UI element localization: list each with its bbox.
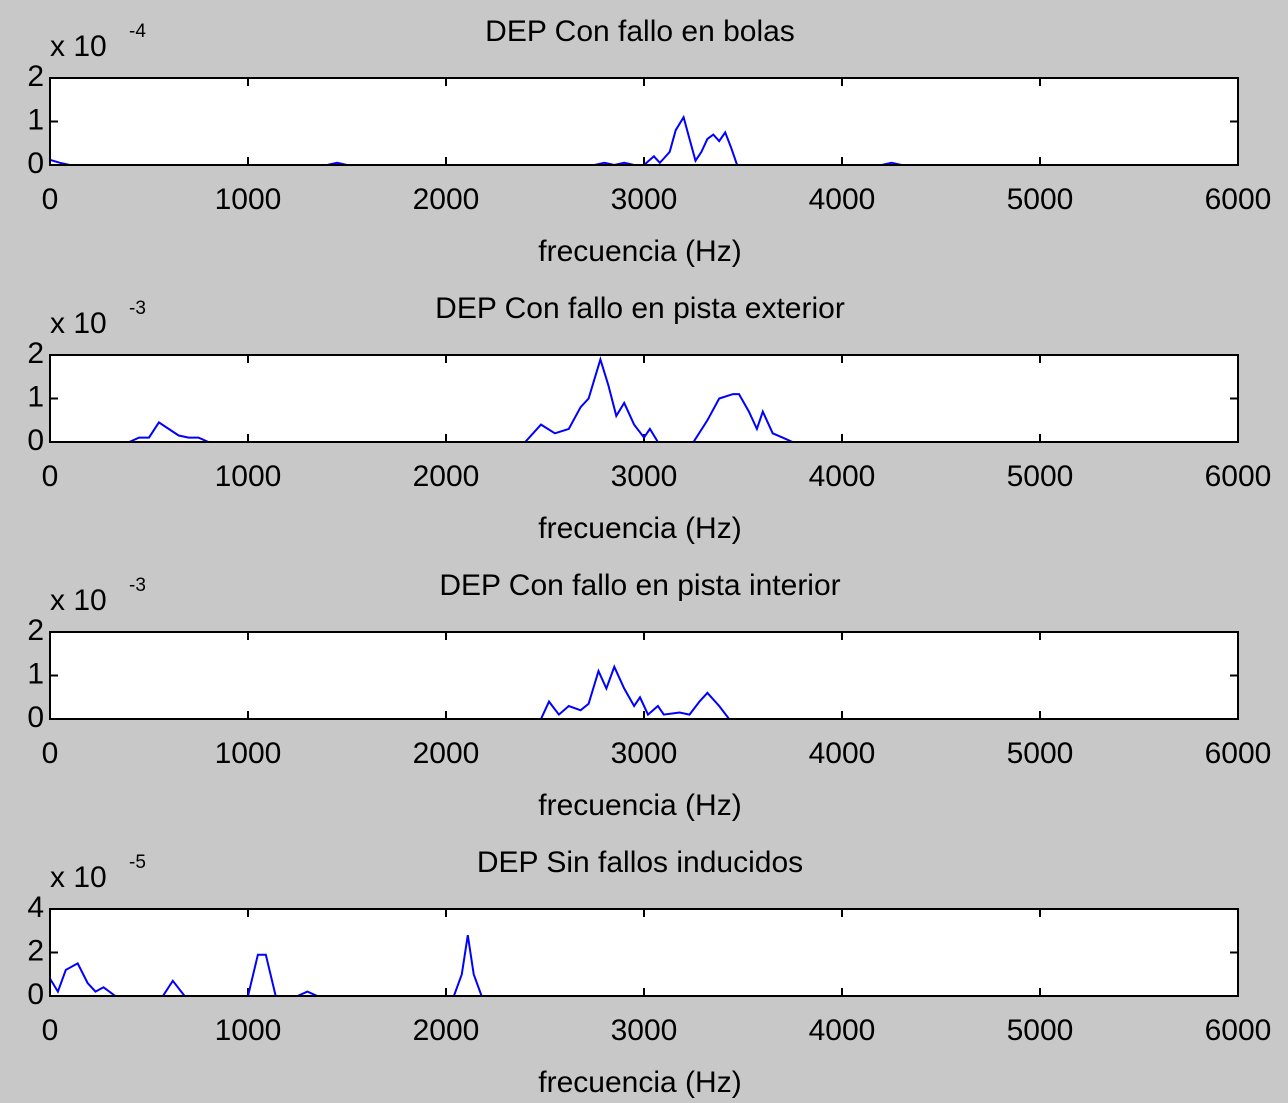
x-tick-label: 1000 — [215, 1014, 282, 1047]
y-multiplier-exponent: -3 — [129, 298, 146, 319]
x-tick-label: 2000 — [413, 1014, 480, 1047]
x-tick-label: 6000 — [1205, 737, 1272, 770]
y-multiplier-exponent: -4 — [129, 21, 146, 42]
x-axis-label: frecuencia (Hz) — [538, 1066, 741, 1099]
y-tick-label: 2 — [27, 614, 44, 647]
y-tick-label: 1 — [27, 380, 44, 413]
x-tick-label: 0 — [42, 1014, 59, 1047]
x-tick-label: 2000 — [413, 183, 480, 216]
y-tick-label: 2 — [27, 60, 44, 93]
x-tick-label: 5000 — [1007, 737, 1074, 770]
y-multiplier: x 10 — [50, 584, 107, 617]
y-tick-label: 1 — [27, 657, 44, 690]
y-tick-label: 2 — [27, 337, 44, 370]
x-tick-label: 3000 — [611, 1014, 678, 1047]
x-tick-label: 3000 — [611, 183, 678, 216]
y-multiplier: x 10 — [50, 861, 107, 894]
y-tick-label: 0 — [27, 978, 44, 1011]
x-tick-label: 0 — [42, 460, 59, 493]
y-tick-label: 0 — [27, 701, 44, 734]
subplot-title: DEP Con fallo en bolas — [485, 15, 795, 48]
axes-background — [50, 78, 1238, 165]
x-axis-label: frecuencia (Hz) — [538, 235, 741, 268]
x-tick-label: 2000 — [413, 737, 480, 770]
x-axis-label: frecuencia (Hz) — [538, 789, 741, 822]
y-multiplier: x 10 — [50, 30, 107, 63]
y-tick-label: 1 — [27, 103, 44, 136]
axes-box — [49, 77, 1239, 166]
x-tick-label: 1000 — [215, 183, 282, 216]
x-tick-label: 5000 — [1007, 460, 1074, 493]
x-tick-label: 3000 — [611, 737, 678, 770]
y-tick-label: 2 — [27, 934, 44, 967]
x-axis-label: frecuencia (Hz) — [538, 512, 741, 545]
axes-box — [49, 908, 1239, 997]
axes-box — [49, 354, 1239, 443]
x-tick-label: 6000 — [1205, 1014, 1272, 1047]
y-multiplier: x 10 — [50, 307, 107, 340]
axes-background — [50, 355, 1238, 442]
subplot-title: DEP Sin fallos inducidos — [477, 846, 803, 879]
x-tick-label: 4000 — [809, 460, 876, 493]
x-tick-label: 0 — [42, 183, 59, 216]
subplot-title: DEP Con fallo en pista exterior — [435, 292, 845, 325]
spectrum-line — [49, 934, 1238, 997]
axes-box — [49, 631, 1239, 720]
y-multiplier-exponent: -3 — [129, 575, 146, 596]
x-tick-label: 6000 — [1205, 183, 1272, 216]
x-tick-label: 4000 — [809, 183, 876, 216]
x-tick-label: 3000 — [611, 460, 678, 493]
x-tick-label: 5000 — [1007, 1014, 1074, 1047]
spectrum-line — [50, 664, 1238, 720]
x-tick-label: 4000 — [809, 1014, 876, 1047]
x-tick-label: 4000 — [809, 737, 876, 770]
x-tick-label: 0 — [42, 737, 59, 770]
x-tick-label: 6000 — [1205, 460, 1272, 493]
y-tick-label: 4 — [27, 891, 44, 924]
y-tick-label: 0 — [27, 424, 44, 457]
axes-background — [50, 909, 1238, 996]
x-tick-label: 1000 — [215, 737, 282, 770]
subplot-title: DEP Con fallo en pista interior — [439, 569, 840, 602]
x-tick-label: 1000 — [215, 460, 282, 493]
x-tick-label: 2000 — [413, 460, 480, 493]
y-multiplier-exponent: -5 — [129, 852, 146, 873]
y-tick-label: 0 — [27, 147, 44, 180]
x-tick-label: 5000 — [1007, 183, 1074, 216]
spectrum-line — [50, 355, 1238, 443]
